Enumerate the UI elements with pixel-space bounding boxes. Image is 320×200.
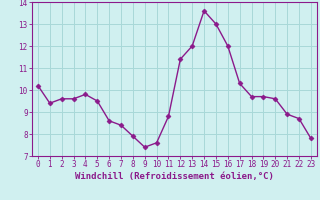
X-axis label: Windchill (Refroidissement éolien,°C): Windchill (Refroidissement éolien,°C)	[75, 172, 274, 181]
